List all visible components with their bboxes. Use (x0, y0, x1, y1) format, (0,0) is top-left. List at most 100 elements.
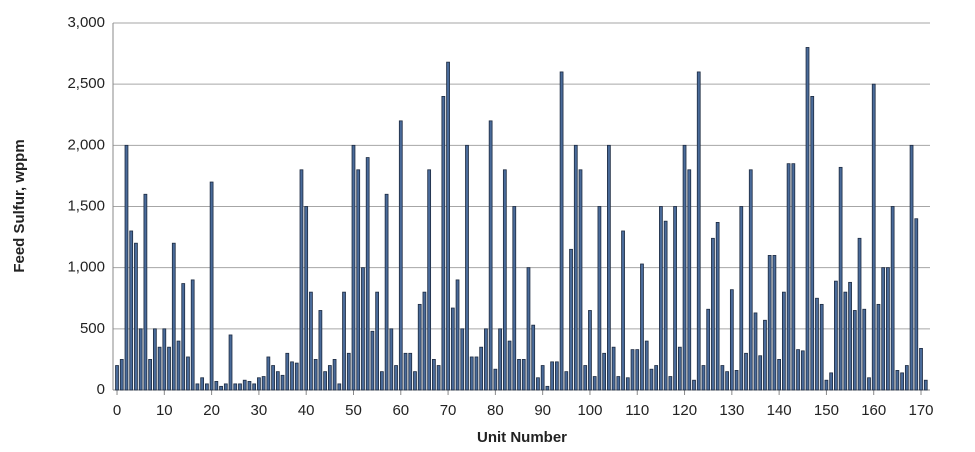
bar (157, 346, 162, 391)
bar (181, 283, 186, 391)
bar (810, 96, 815, 391)
bar (583, 365, 588, 391)
bar (223, 383, 228, 391)
bar (578, 169, 583, 391)
y-tick-label: 2,000 (67, 136, 105, 153)
bar (673, 206, 677, 391)
bar (796, 349, 800, 391)
bar (909, 144, 914, 391)
bar (299, 169, 304, 391)
bar (668, 376, 673, 391)
y-tick-label: 1,500 (67, 197, 105, 214)
bar (290, 361, 294, 391)
bar (115, 365, 119, 391)
bar (640, 263, 644, 391)
y-tick-label: 3,000 (67, 14, 105, 31)
bar (365, 157, 370, 391)
bar (238, 383, 242, 391)
bar (398, 120, 403, 391)
bar (304, 206, 309, 391)
bar (460, 328, 465, 391)
bar (493, 368, 498, 391)
bar (758, 355, 763, 391)
bar (408, 352, 413, 391)
bar (829, 372, 834, 391)
bar (635, 349, 640, 391)
bar (800, 350, 805, 391)
bar (469, 356, 474, 391)
bar (432, 359, 436, 391)
bar (706, 308, 711, 391)
bar (692, 379, 696, 391)
bar (138, 328, 143, 391)
bar (621, 230, 625, 391)
bar (384, 193, 389, 391)
bar (772, 255, 777, 391)
x-tick-label: 120 (672, 402, 697, 419)
bar (843, 291, 848, 391)
bar (356, 169, 361, 391)
y-tick-label: 0 (97, 381, 105, 398)
bar (881, 267, 886, 391)
bar (190, 279, 195, 391)
x-tick-label: 170 (908, 402, 933, 419)
bar (834, 280, 838, 391)
bar (649, 368, 654, 391)
bar (313, 359, 318, 391)
bar (592, 376, 597, 391)
bar (876, 303, 881, 391)
bar (611, 346, 616, 391)
bar (862, 308, 867, 391)
bar (867, 377, 871, 391)
x-tick-label: 20 (203, 402, 220, 419)
bar (781, 291, 786, 391)
bar (370, 330, 375, 391)
bar (394, 365, 398, 391)
x-tick-label: 50 (345, 402, 362, 419)
bar (644, 340, 649, 391)
bar (545, 385, 550, 391)
bar (659, 206, 663, 391)
bar (152, 328, 157, 391)
bar (616, 376, 621, 391)
bar (294, 362, 299, 391)
bar (786, 163, 791, 391)
bar (791, 163, 796, 391)
x-tick-label: 90 (534, 402, 551, 419)
bar (677, 346, 682, 391)
bar (507, 340, 512, 391)
bar (446, 61, 450, 391)
bar (474, 356, 479, 391)
bar (455, 279, 460, 391)
x-tick-label: 80 (487, 402, 504, 419)
bar (346, 352, 351, 391)
bar (257, 377, 261, 391)
bar (351, 144, 356, 391)
bar (375, 291, 380, 391)
bar (554, 361, 559, 391)
bar (479, 346, 484, 391)
bar (919, 348, 923, 391)
bar (465, 144, 469, 391)
bar (266, 356, 271, 391)
bar (531, 324, 536, 391)
bar (261, 376, 266, 391)
bar (550, 361, 554, 391)
bar (852, 310, 857, 391)
bar (271, 365, 275, 391)
bar (597, 206, 602, 391)
bar (436, 365, 441, 391)
bar (124, 144, 129, 391)
bar (280, 374, 285, 391)
x-tick-label: 150 (814, 402, 839, 419)
x-tick-label: 40 (298, 402, 315, 419)
bar (309, 291, 313, 391)
bar (200, 377, 205, 391)
bar (871, 83, 876, 391)
bar (502, 169, 507, 391)
bar (569, 248, 573, 391)
bar (148, 359, 152, 391)
x-tick-label: 70 (440, 402, 457, 419)
y-tick-label: 500 (80, 320, 105, 337)
